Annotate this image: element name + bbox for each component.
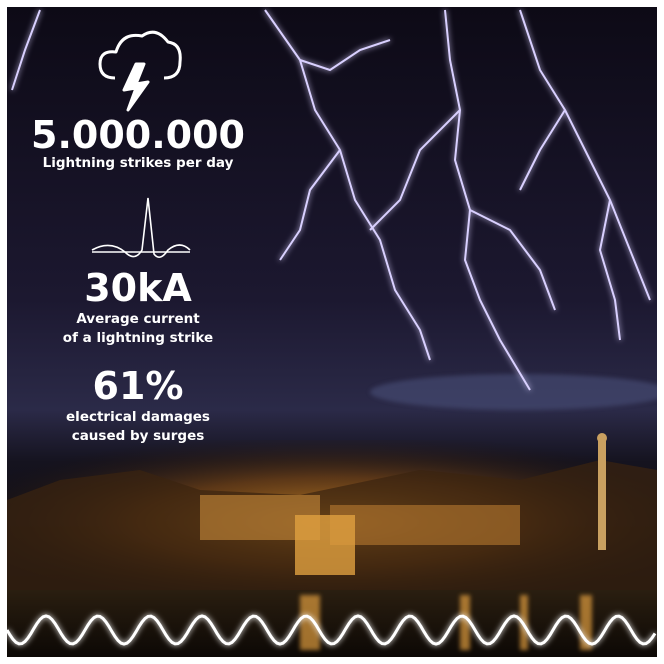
city-lights (200, 433, 607, 575)
stat-label: Average current (76, 311, 200, 327)
stat-label: of a lightning strike (63, 330, 213, 346)
stat-value: 30kA (84, 266, 192, 310)
stat-label: Lightning strikes per day (43, 155, 234, 171)
lightning (11, 9, 651, 391)
cloud (370, 374, 664, 410)
stat-value: 5.000.000 (31, 113, 245, 157)
pulse-icon (91, 197, 191, 258)
stat-label: caused by surges (72, 428, 205, 444)
stat-value: 61% (93, 364, 184, 408)
sine-wave (5, 614, 657, 646)
storm-icon (98, 30, 182, 112)
water (7, 590, 657, 657)
stat-label: electrical damages (66, 409, 210, 425)
